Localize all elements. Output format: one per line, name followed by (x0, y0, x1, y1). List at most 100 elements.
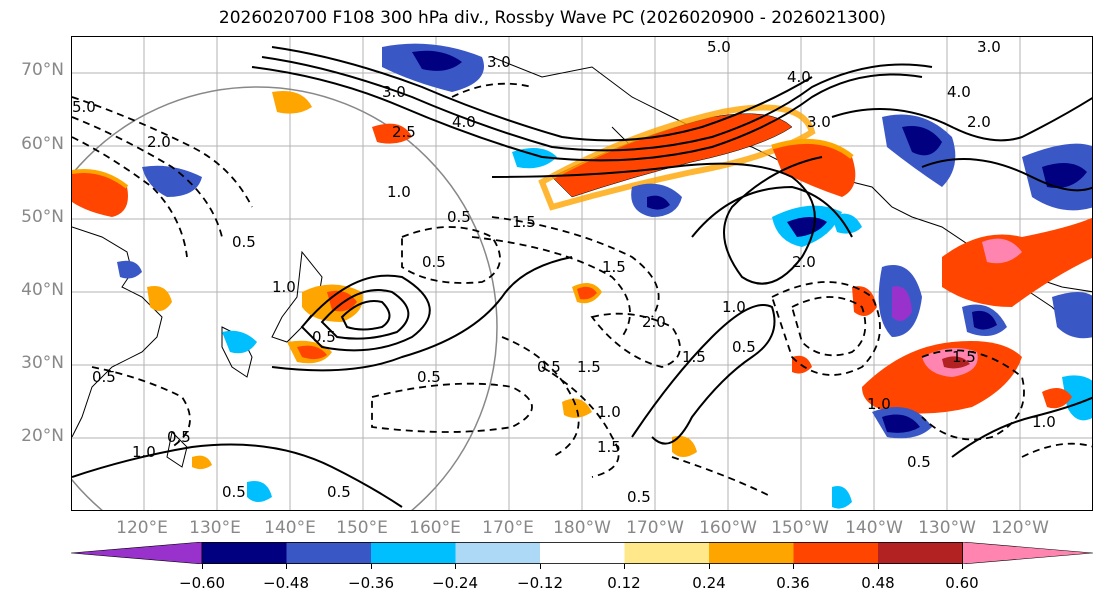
lat-label-40n: 40°N (21, 280, 64, 300)
lon-label-180w: 180°W (553, 518, 611, 538)
contour-label: 0.5 (537, 358, 561, 376)
colorbar-swatch (624, 542, 709, 564)
contour-label: 4.0 (787, 68, 811, 86)
colorbar-tick-label: 0.12 (607, 574, 641, 592)
contour-label: 5.0 (707, 38, 731, 56)
lon-label-120e: 120°E (116, 518, 168, 538)
colorbar-tick (371, 564, 372, 569)
colorbar-tick-label: −0.12 (517, 574, 563, 592)
colorbar-tick-label: −0.48 (263, 574, 309, 592)
colorbar-tick (878, 564, 879, 569)
contour-label: 1.5 (682, 348, 706, 366)
contour-label: 2.0 (792, 253, 816, 271)
contour-label: 3.0 (487, 53, 511, 71)
colorbar-tick (202, 564, 203, 569)
colorbar-swatch (455, 542, 540, 564)
colorbar-tick (455, 564, 456, 569)
contour-label: 0.5 (732, 338, 756, 356)
lon-label-170e: 170°E (482, 518, 534, 538)
contour-label: 1.0 (597, 403, 621, 421)
colorbar-swatch (540, 542, 625, 564)
colorbar-swatch (962, 542, 1093, 564)
lon-label-140e: 140°E (264, 518, 316, 538)
map-svg: 3.0 5.0 4.0 3.0 3.0 2.5 1.5 1.0 0.5 0.5 … (72, 37, 1092, 510)
lon-label-130w: 130°W (918, 518, 976, 538)
contour-label: 0.5 (167, 428, 191, 446)
lon-label-150w: 150°W (771, 518, 829, 538)
colorbar-swatch (709, 542, 794, 564)
contour-label: 0.5 (907, 453, 931, 471)
lon-label-150e: 150°E (336, 518, 388, 538)
contour-label: 5.0 (72, 98, 96, 116)
lon-label-160e: 160°E (409, 518, 461, 538)
contour-label: 2.0 (147, 133, 171, 151)
contour-label: 0.5 (222, 483, 246, 501)
colorbar-tick (962, 564, 963, 569)
contour-label: 0.5 (312, 328, 336, 346)
lon-label-140w: 140°W (845, 518, 903, 538)
lat-label-70n: 70°N (21, 60, 64, 80)
contour-label: 0.5 (627, 488, 651, 506)
contour-label: 4.0 (452, 113, 476, 131)
contour-label: 1.5 (952, 348, 976, 366)
colorbar-tick-label: −0.36 (348, 574, 394, 592)
colorbar-swatch (793, 542, 878, 564)
contour-label: 0.5 (447, 208, 471, 226)
contour-label: 0.5 (92, 368, 116, 386)
colorbar-tick (709, 564, 710, 569)
contour-label: 3.0 (977, 38, 1001, 56)
colorbar-swatch (71, 542, 203, 564)
contour-label: 4.0 (947, 83, 971, 101)
contour-labels: 3.0 5.0 4.0 3.0 3.0 2.5 1.5 1.0 0.5 0.5 … (72, 38, 1056, 506)
contour-label: 2.0 (642, 313, 666, 331)
contour-label: 1.0 (1032, 413, 1056, 431)
colorbar-swatch (878, 542, 963, 564)
reference-circle (72, 86, 498, 510)
colorbar-swatch (202, 542, 287, 564)
contour-label: 1.5 (577, 358, 601, 376)
dashed-contours (72, 82, 1092, 498)
contour-label: 0.5 (422, 253, 446, 271)
colorbar-tick (624, 564, 625, 569)
map-panel: 3.0 5.0 4.0 3.0 3.0 2.5 1.5 1.0 0.5 0.5 … (71, 36, 1093, 511)
contour-label: 0.5 (232, 233, 256, 251)
contour-label: 1.5 (602, 258, 626, 276)
colorbar-tick-label: −0.60 (179, 574, 225, 592)
contour-label: 2.0 (967, 113, 991, 131)
solid-contours (72, 46, 1092, 508)
colorbar-tick-label: −0.24 (432, 574, 478, 592)
contour-label: 1.0 (867, 395, 891, 413)
colorbar-tick-label: 0.48 (861, 574, 895, 592)
contour-label: 1.5 (512, 213, 536, 231)
contour-label: 1.0 (132, 443, 156, 461)
contour-label: 1.0 (387, 183, 411, 201)
contour-label: 3.0 (382, 83, 406, 101)
contour-label: 2.5 (392, 123, 416, 141)
colorbar-swatch (371, 542, 456, 564)
lon-label-170w: 170°W (626, 518, 684, 538)
lon-label-160w: 160°W (699, 518, 757, 538)
contour-label: 0.5 (417, 368, 441, 386)
colorbar-tick-label: 0.60 (945, 574, 979, 592)
lon-label-130e: 130°E (189, 518, 241, 538)
colorbar-tick-label: 0.36 (776, 574, 810, 592)
colorbar-tick (540, 564, 541, 569)
colorbar-outline (201, 542, 963, 564)
lat-label-20n: 20°N (21, 426, 64, 446)
chart-title: 2026020700 F108 300 hPa div., Rossby Wav… (218, 8, 887, 28)
colorbar (71, 542, 1093, 564)
contour-label: 1.0 (272, 278, 296, 296)
contour-label: 1.0 (722, 298, 746, 316)
lat-label-50n: 50°N (21, 207, 64, 227)
contour-label: 1.5 (597, 438, 621, 456)
colorbar-tick (286, 564, 287, 569)
colorbar-swatch (286, 542, 371, 564)
colorbar-tick (793, 564, 794, 569)
lat-label-60n: 60°N (21, 134, 64, 154)
lon-label-120w: 120°W (991, 518, 1049, 538)
graticule (72, 37, 1092, 510)
contour-label: 3.0 (807, 113, 831, 131)
contour-label: 0.5 (327, 483, 351, 501)
colorbar-tick-label: 0.24 (692, 574, 726, 592)
lat-label-30n: 30°N (21, 353, 64, 373)
